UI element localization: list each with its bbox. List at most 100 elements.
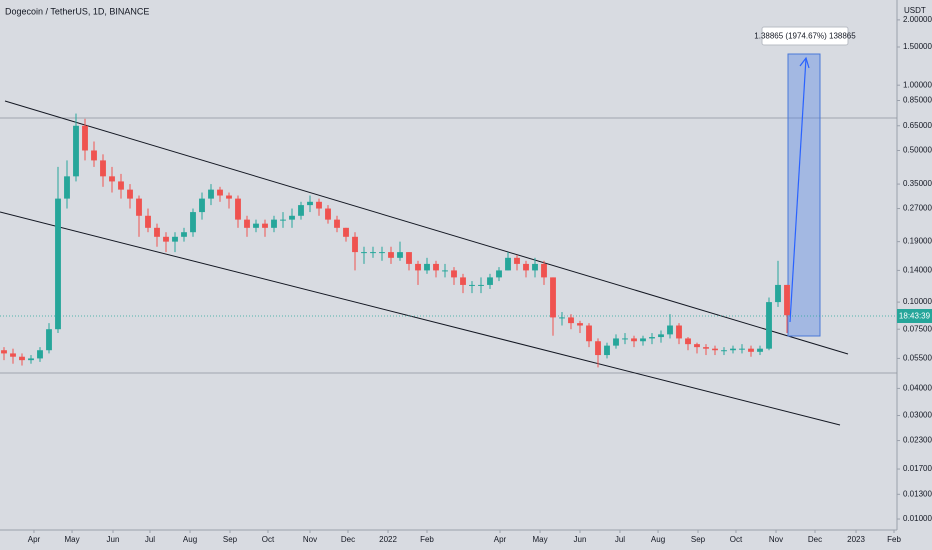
candle-body: [100, 160, 106, 177]
countdown-box: [897, 309, 932, 323]
x-tick-label: 2022: [379, 535, 397, 544]
candle-body: [172, 236, 178, 242]
candle-body: [28, 358, 34, 361]
projection-box: [787, 53, 821, 337]
candle-body: [226, 195, 232, 199]
x-tick-label: Sep: [223, 535, 238, 544]
y-tick-label: 0.35000: [903, 179, 932, 188]
x-tick-label: Feb: [887, 535, 901, 544]
candle-body: [559, 317, 565, 319]
channel-lower: [0, 211, 841, 426]
candle-body: [145, 215, 151, 228]
candle-body: [586, 325, 592, 342]
candle-body: [739, 348, 745, 350]
x-tick-label: Jun: [107, 535, 120, 544]
candle-body: [280, 219, 286, 221]
candle-body: [541, 263, 547, 278]
candle-body: [775, 284, 781, 303]
x-tick-label: Aug: [651, 535, 665, 544]
x-tick-label: Nov: [303, 535, 317, 544]
candle-body: [676, 325, 682, 339]
candle-body: [199, 198, 205, 213]
candle-body: [595, 341, 601, 356]
x-tick-label: Nov: [769, 535, 783, 544]
x-tick-label: Dec: [808, 535, 822, 544]
x-tick-label: May: [64, 535, 79, 544]
y-tick-label: 0.27000: [903, 204, 932, 213]
candle-body: [334, 219, 340, 228]
x-tick-label: Jul: [145, 535, 155, 544]
candle-body: [784, 284, 790, 316]
candle-body: [289, 215, 295, 220]
candle-body: [523, 263, 529, 271]
candle-body: [361, 252, 367, 254]
candle-body: [127, 189, 133, 199]
candle-body: [550, 277, 556, 318]
candles: [1, 113, 790, 368]
x-tick-label: Jun: [574, 535, 587, 544]
candle-body: [451, 270, 457, 278]
candle-body: [631, 338, 637, 342]
candle-body: [298, 205, 304, 216]
candle-body: [577, 323, 583, 326]
candle-body: [307, 201, 313, 206]
x-tick-label: Oct: [730, 535, 743, 544]
y-tick-label: 0.10000: [903, 297, 932, 306]
candle-body: [271, 219, 277, 228]
y-tick-label: 0.01000: [903, 514, 932, 523]
y-tick-label: 1.00000: [903, 80, 932, 89]
channel-upper: [4, 100, 849, 355]
x-tick-label: 2023: [847, 535, 865, 544]
candle-body: [442, 270, 448, 272]
candle-body: [19, 356, 25, 361]
y-tick-label: 2.00000: [903, 15, 932, 24]
candle-body: [73, 125, 79, 177]
x-tick-label: Apr: [28, 535, 41, 544]
x-tick-label: Apr: [494, 535, 507, 544]
y-tick-label: 0.19000: [903, 237, 932, 246]
candle-body: [460, 277, 466, 285]
candle-body: [316, 201, 322, 209]
measure-label: 1.38865 (1974.67%) 138865: [754, 32, 856, 41]
candle-body: [163, 236, 169, 242]
candle-body: [82, 125, 88, 151]
arrow-head: [799, 56, 810, 69]
candle-body: [244, 219, 250, 228]
y-tick-label: 0.85000: [903, 96, 932, 105]
candle-body: [469, 284, 475, 286]
candle-body: [613, 338, 619, 346]
candle-body: [712, 348, 718, 351]
y-tick-label: 0.01300: [903, 489, 932, 498]
y-tick-label: 0.07500: [903, 324, 932, 333]
candle-body: [730, 348, 736, 351]
y-tick-label: 0.01700: [903, 464, 932, 473]
candle-body: [118, 181, 124, 190]
candle-body: [397, 252, 403, 258]
candle-body: [757, 348, 763, 352]
candle-body: [181, 232, 187, 237]
candle-body: [505, 257, 511, 271]
x-tick-label: Dec: [341, 535, 355, 544]
y-tick-label: 0.03000: [903, 411, 932, 420]
candle-body: [136, 198, 142, 216]
candle-body: [388, 252, 394, 258]
measure-label-box: [761, 26, 849, 46]
candle-body: [658, 334, 664, 338]
candle-body: [694, 344, 700, 348]
candle-body: [532, 263, 538, 271]
candle-body: [208, 189, 214, 199]
y-tick-label: 0.65000: [903, 121, 932, 130]
candle-body: [64, 176, 70, 199]
candle-body: [685, 338, 691, 345]
y-tick-label: 0.14000: [903, 266, 932, 275]
candle-body: [91, 150, 97, 161]
candle-body: [622, 338, 628, 340]
candle-body: [568, 317, 574, 324]
candle-body: [496, 270, 502, 278]
candle-body: [343, 227, 349, 237]
countdown: 18:43:39: [899, 312, 931, 321]
price-unit: USDT: [904, 6, 926, 15]
